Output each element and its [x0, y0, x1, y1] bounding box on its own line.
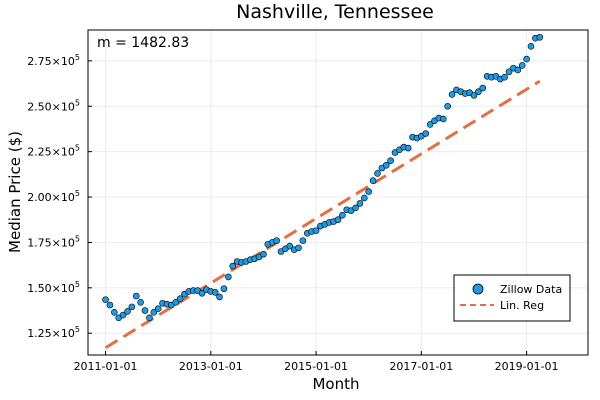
- data-point: [172, 299, 180, 306]
- data-point: [273, 237, 280, 244]
- legend-box: [453, 274, 571, 322]
- y-tick-label: 2.50×105: [27, 98, 80, 113]
- legend-marker-zillow: [472, 283, 484, 295]
- y-tick-label: 1.25×105: [27, 325, 80, 340]
- data-point: [260, 250, 267, 258]
- data-point: [361, 194, 368, 202]
- x-tick-label: 2011-01-01: [74, 360, 138, 373]
- data-point: [369, 177, 377, 184]
- data-point: [527, 43, 535, 50]
- data-point: [312, 227, 320, 234]
- data-point: [365, 188, 373, 195]
- data-point: [479, 84, 487, 92]
- grid: [88, 30, 588, 355]
- legend: Zillow Data Lin. Reg: [453, 274, 571, 322]
- data-point: [216, 293, 223, 301]
- data-point: [514, 66, 522, 74]
- data-point: [426, 121, 434, 128]
- y-axis: 1.25×105 1.50×105 1.75×105 2.00×105 2.25×105…: [27, 53, 92, 340]
- data-point: [448, 91, 456, 98]
- data-point: [137, 299, 144, 306]
- zillow-series: [102, 33, 544, 322]
- y-tick-label: 1.50×105: [27, 280, 80, 295]
- data-point: [518, 62, 526, 69]
- plot-frame: [87, 29, 589, 356]
- data-point: [106, 301, 114, 309]
- slope-annotation: m = 1482.83: [97, 35, 189, 51]
- data-point: [141, 307, 149, 314]
- data-point: [132, 292, 140, 300]
- data-point: [422, 130, 430, 137]
- data-point: [523, 55, 530, 63]
- data-point: [225, 273, 232, 281]
- chart-title: Nashville, Tennessee: [236, 1, 434, 23]
- data-point: [501, 73, 508, 81]
- legend-label-linreg: Lin. Reg: [500, 299, 544, 312]
- x-axis-label: Month: [312, 375, 359, 393]
- data-point: [176, 295, 184, 303]
- data-point: [505, 68, 513, 76]
- y-tick-label: 2.75×105: [27, 53, 80, 68]
- y-tick-label: 2.00×105: [27, 189, 80, 204]
- legend-label-zillow: Zillow Data: [500, 283, 562, 296]
- data-point: [387, 157, 394, 165]
- data-point: [382, 161, 390, 169]
- x-tick-label: 2013-01-01: [179, 360, 243, 373]
- data-point: [374, 170, 381, 177]
- data-point: [295, 244, 302, 252]
- data-point: [470, 92, 478, 99]
- data-point: [124, 308, 131, 315]
- data-point: [404, 144, 412, 152]
- data-point: [128, 303, 136, 311]
- data-point: [198, 289, 206, 297]
- data-point: [439, 115, 447, 123]
- data-point: [352, 204, 359, 212]
- y-axis-label: Median Price ($): [6, 131, 24, 253]
- x-tick-label: 2019-01-01: [495, 360, 559, 373]
- data-point: [211, 289, 219, 296]
- data-point: [111, 309, 118, 316]
- y-tick-label: 1.75×105: [27, 234, 80, 249]
- data-point: [150, 309, 158, 316]
- data-point: [286, 242, 294, 250]
- y-tick-label: 2.25×105: [27, 144, 80, 159]
- data-point: [229, 262, 237, 270]
- x-tick-label: 2015-01-01: [284, 360, 348, 373]
- data-point: [339, 211, 346, 219]
- data-point: [299, 237, 307, 244]
- data-point: [146, 314, 153, 322]
- data-point: [119, 311, 127, 319]
- data-point: [475, 88, 482, 96]
- data-point: [102, 296, 109, 303]
- x-axis: 2011-01-01 2013-01-01 2015-01-01 2017-01-01…: [74, 351, 559, 373]
- x-tick-label: 2017-01-01: [389, 360, 453, 373]
- data-point: [536, 33, 544, 41]
- data-point: [220, 285, 228, 293]
- data-point: [334, 216, 342, 224]
- data-point: [154, 305, 162, 313]
- data-point: [444, 102, 451, 110]
- data-point: [356, 200, 364, 207]
